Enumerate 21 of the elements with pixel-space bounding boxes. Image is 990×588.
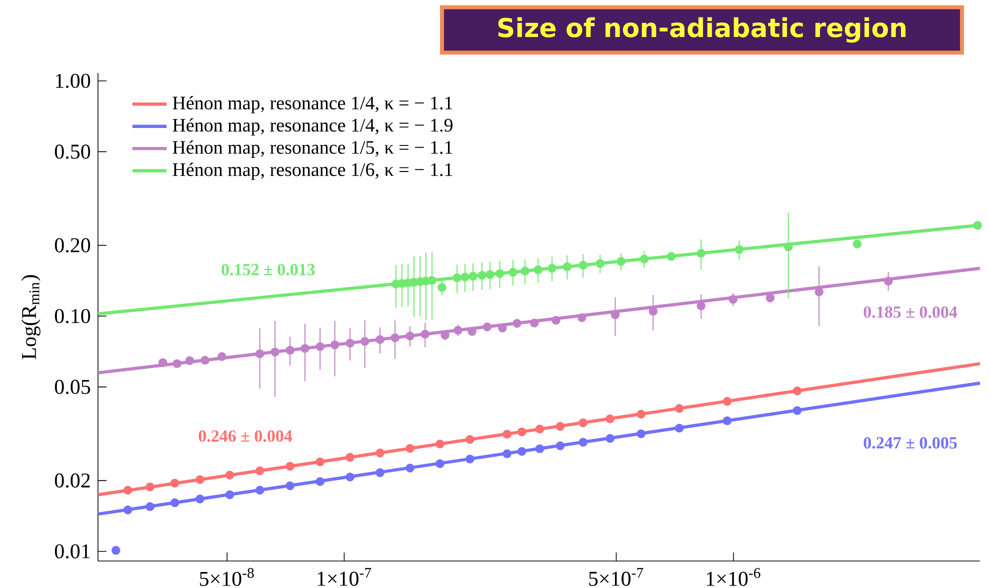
chart-title: Size of non-adiabatic region [498,17,906,43]
legend-label: Hénon map, resonance 1/4, κ = − 1.1 [172,96,452,114]
y-tick-label: 1.00 [56,74,90,88]
y-tick-label: 0.50 [54,144,90,159]
annotation: 0.247 ± 0.005 [864,437,957,449]
y-tick-label: 0.05 [54,380,90,394]
y-axis-title: Log(R$_{min}$) [21,275,40,360]
annotation: 0.246 ± 0.004 [198,430,292,442]
x-tick-label: 5×10$^{-7}$ [589,568,644,586]
x-tick-label: 1×10$^{-6}$ [706,568,760,586]
legend-label: Hénon map, resonance 1/5, κ = − 1.1 [172,140,452,158]
y-tick-label: 0.10 [54,308,90,324]
y-tick-label: 0.01 [54,544,90,558]
annotation: 0.185 ± 0.004 [864,306,958,318]
x-tick-label: 1×10$^{-7}$ [318,568,372,586]
y-tick-label: 0.02 [54,473,90,488]
annotation: 0.152 ± 0.013 [222,264,315,276]
legend-label: Hénon map, resonance 1/6, κ = − 1.1 [172,162,452,180]
x-tick-label: 5×10$^{-8}$ [200,568,254,586]
y-tick-label: 0.20 [54,238,90,252]
legend-label: Hénon map, resonance 1/4, κ = − 1.9 [172,118,452,136]
